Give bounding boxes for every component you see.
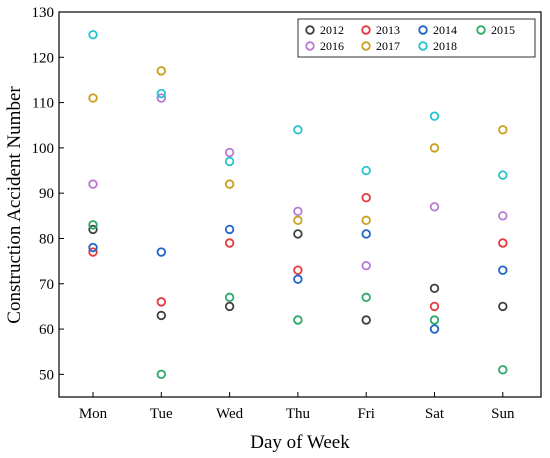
legend-marker-2018 xyxy=(418,41,428,51)
point-2014-sat xyxy=(429,324,440,334)
point-2014-sun xyxy=(498,265,508,275)
point-2018-tue xyxy=(156,88,166,99)
point-2016-tue xyxy=(156,93,166,103)
point-2012-fri xyxy=(361,315,371,325)
x-tick-label: Fri xyxy=(357,406,375,422)
point-2017-sun xyxy=(498,125,508,135)
point-2014-tue xyxy=(156,247,166,257)
legend-label-2013: 2013 xyxy=(376,23,400,37)
point-2016-sat xyxy=(429,202,440,212)
data-points xyxy=(88,29,508,380)
x-tick-label: Sun xyxy=(491,406,515,422)
legend-label-2017: 2017 xyxy=(376,39,400,53)
x-axis-title: Day of Week xyxy=(250,432,350,453)
point-2018-fri xyxy=(361,165,371,176)
legend-marker-2016 xyxy=(305,41,315,51)
legend-label-2012: 2012 xyxy=(320,23,344,37)
y-tick-label: 70 xyxy=(39,277,54,293)
point-2012-thu xyxy=(293,229,303,239)
point-2015-wed xyxy=(224,292,235,303)
point-2017-tue xyxy=(156,66,166,76)
legend-frame xyxy=(297,18,536,58)
point-2017-mon xyxy=(88,93,98,103)
legend-marker-2015 xyxy=(476,25,486,35)
legend-marker-2013 xyxy=(361,25,371,35)
x-tick-label: Sat xyxy=(425,406,445,422)
y-tick-label: 50 xyxy=(39,367,54,383)
legend-marker-2012 xyxy=(305,25,315,35)
legend: 2012 2013 2014 2015 2016 2017 2018 xyxy=(297,18,536,58)
point-2016-thu xyxy=(293,206,303,216)
point-2012-tue xyxy=(156,310,166,321)
y-tick-label: 130 xyxy=(32,5,55,21)
point-2015-mon xyxy=(88,220,98,230)
point-2013-sat xyxy=(429,301,440,312)
point-2015-sat xyxy=(429,315,440,325)
legend-marker-2017 xyxy=(361,41,371,51)
point-2018-sat xyxy=(429,111,440,121)
point-2017-sat xyxy=(429,143,440,153)
legend-label-2015: 2015 xyxy=(491,23,515,37)
point-2016-sun xyxy=(498,211,508,221)
point-2016-mon xyxy=(88,179,98,189)
point-2013-fri xyxy=(361,193,371,203)
y-tick-label: 100 xyxy=(32,141,55,157)
legend-label-2014: 2014 xyxy=(433,23,457,37)
point-2015-fri xyxy=(361,292,371,303)
x-tick-label: Thu xyxy=(286,406,311,422)
point-2017-fri xyxy=(361,215,371,226)
legend-marker-2014 xyxy=(418,25,428,35)
point-2013-wed xyxy=(224,238,235,248)
point-2018-sun xyxy=(498,170,508,180)
y-tick-label: 80 xyxy=(39,231,54,247)
point-2012-wed xyxy=(224,301,235,312)
point-2017-wed xyxy=(224,179,235,189)
legend-label-2016: 2016 xyxy=(320,39,344,53)
y-tick-label: 110 xyxy=(32,96,54,112)
point-2014-thu xyxy=(293,274,303,284)
point-2014-mon xyxy=(88,242,98,253)
plot-frame xyxy=(58,11,542,398)
point-2013-mon xyxy=(88,247,98,257)
point-2014-fri xyxy=(361,229,371,239)
point-2013-thu xyxy=(293,265,303,275)
point-2015-sun xyxy=(498,365,508,375)
point-2012-sun xyxy=(498,301,508,312)
x-tick-label: Tue xyxy=(150,406,173,422)
point-2012-sat xyxy=(429,283,440,293)
point-2018-wed xyxy=(224,156,235,167)
point-2013-sun xyxy=(498,238,508,248)
x-axis: Mon Tue Wed Thu Fri Sat Sun xyxy=(79,392,515,422)
point-2016-wed xyxy=(224,147,235,158)
y-tick-label: 120 xyxy=(32,50,55,66)
y-tick-label: 90 xyxy=(39,186,54,202)
point-2013-tue xyxy=(156,297,166,307)
y-axis-title: Construction Accident Number xyxy=(4,86,25,324)
point-2016-fri xyxy=(361,260,371,271)
point-2018-thu xyxy=(293,125,303,135)
y-tick-label: 60 xyxy=(39,322,54,338)
point-2017-thu xyxy=(293,215,303,226)
point-2015-tue xyxy=(156,369,166,380)
point-2018-mon xyxy=(88,29,98,40)
point-2012-mon xyxy=(88,224,98,235)
point-2015-thu xyxy=(293,315,303,325)
legend-label-2018: 2018 xyxy=(433,39,457,53)
x-tick-label: Wed xyxy=(216,406,244,422)
point-2014-wed xyxy=(224,224,235,235)
y-axis: 50 60 70 80 90 100 110 120 130 xyxy=(32,5,64,383)
x-tick-label: Mon xyxy=(79,406,108,422)
